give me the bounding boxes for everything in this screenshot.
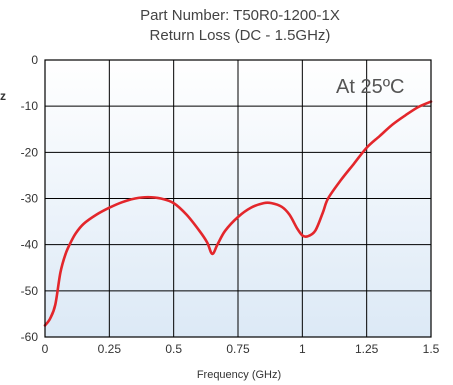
- y-tick-label: -20: [21, 145, 39, 159]
- x-tick-label: 0.5: [165, 342, 182, 356]
- x-tick-label: 0.25: [98, 342, 122, 356]
- series-layer: [43, 100, 433, 327]
- chart-title: Part Number: T50R0-1200-1X: [140, 7, 340, 24]
- temperature-annotation: At 25ºC: [336, 76, 404, 98]
- return-loss-series-line: [43, 100, 433, 327]
- x-tick-label: 0.75: [226, 342, 250, 356]
- x-tick-label: 0: [42, 342, 49, 356]
- y-tick-labels: 0 -10 -20 -30 -40 -50 -60: [21, 53, 39, 344]
- x-tick-label: 1.5: [423, 342, 440, 356]
- chart-subtitle: Return Loss (DC - 1.5GHz): [150, 27, 331, 44]
- x-axis-label: Frequency (GHz): [197, 369, 281, 381]
- y-tick-label: -10: [21, 99, 39, 113]
- y-tick-label: -30: [21, 192, 39, 206]
- y-tick-label: -50: [21, 284, 39, 298]
- y-tick-label: -60: [21, 330, 39, 344]
- plot-border: [44, 59, 432, 338]
- x-tick-label: 1: [299, 342, 306, 356]
- x-tick-labels: 0 0.25 0.5 0.75 1 1.25 1.5: [42, 342, 440, 356]
- y-tick-label: -40: [21, 238, 39, 252]
- grid-layer: [45, 60, 431, 337]
- y-tick-label: 0: [31, 53, 38, 67]
- x-tick-label: 1.25: [355, 342, 379, 356]
- y-axis-label-fragment: z: [0, 89, 6, 103]
